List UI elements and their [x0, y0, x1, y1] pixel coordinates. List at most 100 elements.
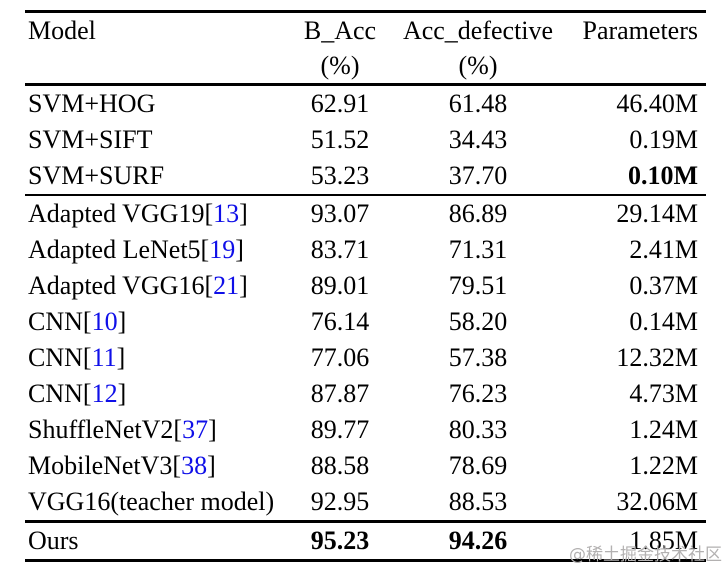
model-name: CNN [28, 343, 83, 372]
model-name: Adapted VGG19 [28, 199, 205, 228]
cell-b-acc: 87.87 [310, 379, 370, 408]
cell-model: CNN[12] [25, 376, 295, 412]
cell-model: ShuffleNetV2[37] [25, 412, 295, 448]
header-parameters: Parameters [571, 11, 706, 86]
citation-bracket-open: [ [200, 235, 210, 264]
cell-b-acc: 89.77 [310, 415, 370, 444]
table-row: CNN[10] 76.14 58.20 0.14M [25, 304, 706, 340]
citation-bracket-open: [ [172, 451, 182, 480]
cell-acc-defective: 37.70 [448, 161, 508, 190]
cell-acc-defective: 34.43 [448, 125, 508, 154]
cell-acc-defective: 94.26 [385, 520, 571, 561]
cell-model: SVM+HOG [25, 85, 295, 123]
header-model-sub [28, 48, 295, 82]
citation-link[interactable]: 19 [209, 235, 236, 264]
citation-link[interactable]: 37 [182, 415, 209, 444]
citation-bracket-open: [ [173, 415, 183, 444]
header-parameters-sub [571, 48, 698, 82]
citation-bracket-open: [ [82, 343, 92, 372]
citation-bracket-close: ] [207, 451, 216, 480]
model-name: Adapted VGG16 [28, 271, 205, 300]
cell-model: CNN[11] [25, 340, 295, 376]
cell-acc-defective: 86.89 [385, 194, 571, 232]
cell-parameters: 32.06M [616, 487, 698, 516]
citation-bracket-close: ] [208, 415, 217, 444]
header-row: Model B_Acc (%) Acc_defective (%) Parame… [25, 11, 706, 86]
cell-b-acc: 95.23 [295, 520, 385, 561]
cell-b-acc: 83.71 [310, 235, 370, 264]
table-row: CNN[12] 87.87 76.23 4.73M [25, 376, 706, 412]
cell-b-acc: 88.58 [310, 451, 370, 480]
cell-acc-defective: 57.38 [448, 343, 508, 372]
model-name: CNN [28, 307, 83, 336]
cell-acc-defective: 80.33 [448, 415, 508, 444]
table-row: Adapted LeNet5[19] 83.71 71.31 2.41M [25, 232, 706, 268]
cell-acc-defective: 61.48 [448, 89, 508, 118]
cell-model: Ours [25, 520, 295, 561]
model-name: SVM+SIFT [28, 125, 153, 154]
table-row: Adapted VGG19[13] 93.07 86.89 29.14M [25, 194, 706, 232]
citation-link[interactable]: 11 [91, 343, 117, 372]
citation-bracket-open: [ [82, 379, 92, 408]
citation-bracket-close: ] [239, 271, 248, 300]
table-row: ShuffleNetV2[37] 89.77 80.33 1.24M [25, 412, 706, 448]
cell-acc-defective: 88.53 [448, 487, 508, 516]
model-name: VGG16(teacher model) [28, 487, 275, 516]
cell-parameters: 1.24M [629, 415, 698, 444]
cell-model: Adapted LeNet5[19] [25, 232, 295, 268]
table-row: SVM+HOG 62.91 61.48 46.40M [25, 85, 706, 123]
cell-parameters: 4.73M [629, 379, 698, 408]
citation-bracket-open: [ [204, 199, 214, 228]
model-name: ShuffleNetV2 [28, 415, 174, 444]
model-name: Ours [28, 526, 79, 555]
cell-model: Adapted VGG19[13] [25, 194, 295, 232]
citation-bracket-close: ] [117, 307, 127, 336]
table-group-deep-models: Adapted VGG19[13] 93.07 86.89 29.14M Adapted… [25, 194, 706, 522]
citation-link[interactable]: 38 [181, 451, 208, 480]
citation-link[interactable]: 10 [91, 307, 118, 336]
table-row: MobileNetV3[38] 88.58 78.69 1.22M [25, 448, 706, 484]
cell-model: CNN[10] [25, 304, 295, 340]
citation-bracket-close: ] [117, 379, 127, 408]
cell-b-acc: 77.06 [310, 343, 370, 372]
table-header: Model B_Acc (%) Acc_defective (%) Parame… [25, 11, 706, 86]
citation-bracket-open: [ [204, 271, 214, 300]
citation-link[interactable]: 12 [91, 379, 118, 408]
cell-acc-defective: 71.31 [448, 235, 508, 264]
cell-parameters: 12.32M [616, 343, 698, 372]
table-row: CNN[11] 77.06 57.38 12.32M [25, 340, 706, 376]
cell-acc-defective: 76.23 [448, 379, 508, 408]
cell-parameters: 1.22M [629, 451, 698, 480]
header-acc-defective-label: Acc_defective [402, 16, 554, 45]
cell-b-acc: 89.01 [310, 271, 370, 300]
table-row: VGG16(teacher model) 92.95 88.53 32.06M [25, 484, 706, 522]
table-row: SVM+SURF 53.23 37.70 0.10M [25, 158, 706, 195]
cell-model: SVM+SIFT [25, 122, 295, 158]
cell-model: SVM+SURF [25, 158, 295, 195]
cell-acc-defective: 78.69 [448, 451, 508, 480]
cell-parameters: 29.14M [571, 194, 706, 232]
cell-parameters: 1.85M [571, 520, 706, 561]
header-acc-defective: Acc_defective (%) [385, 11, 571, 86]
cell-parameters: 2.41M [629, 235, 698, 264]
citation-link[interactable]: 21 [213, 271, 240, 300]
citation-bracket-close: ] [116, 343, 126, 372]
table-group-classical: SVM+HOG 62.91 61.48 46.40M SVM+SIFT 51.52 34.4… [25, 85, 706, 196]
header-b-acc-label: B_Acc [303, 16, 377, 45]
cell-parameters: 0.19M [629, 125, 698, 154]
model-name: SVM+SURF [28, 161, 165, 190]
header-model: Model [25, 11, 295, 86]
citation-link[interactable]: 13 [213, 199, 240, 228]
citation-bracket-open: [ [82, 307, 92, 336]
table-row: Ours 95.23 94.26 1.85M [25, 520, 706, 561]
table-row: Adapted VGG16[21] 89.01 79.51 0.37M [25, 268, 706, 304]
model-name: SVM+HOG [28, 89, 156, 118]
cell-b-acc: 93.07 [295, 194, 385, 232]
model-name: MobileNetV3 [28, 451, 173, 480]
cell-acc-defective: 58.20 [448, 307, 508, 336]
cell-parameters: 46.40M [616, 89, 698, 118]
model-name: Adapted LeNet5 [28, 235, 201, 264]
header-parameters-label: Parameters [582, 16, 698, 45]
table-group-ours: Ours 95.23 94.26 1.85M [25, 520, 706, 561]
results-table-figure: Model B_Acc (%) Acc_defective (%) Parame… [25, 10, 706, 562]
